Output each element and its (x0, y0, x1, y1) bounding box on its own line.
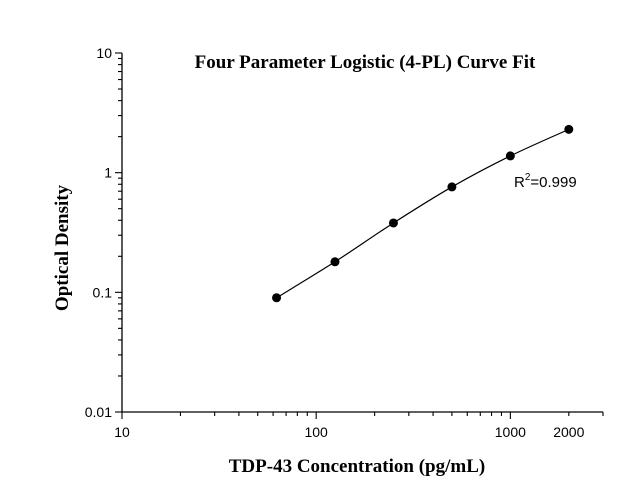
data-point (272, 293, 282, 303)
y-tick-label: 1 (104, 165, 112, 181)
data-point (447, 182, 457, 192)
r-squared-annotation: R2=0.999 (514, 172, 577, 191)
x-tick-label: 10 (114, 424, 130, 440)
ticks: 10 100 1000 2000 10 1 0.1 0.01 (85, 45, 604, 440)
y-tick-label: 0.1 (93, 284, 113, 300)
r-superscript: 2 (525, 172, 531, 183)
data-points (272, 124, 574, 303)
x-tick-label: 100 (304, 424, 328, 440)
r-symbol: R (514, 174, 525, 191)
fit-curve (276, 128, 570, 299)
x-tick-label: 1000 (495, 424, 526, 440)
x-axis-label: TDP-43 Concentration (pg/mL) (229, 456, 485, 477)
data-point (505, 151, 515, 161)
x-tick-label: 2000 (553, 424, 584, 440)
data-point (388, 218, 398, 228)
axes (121, 53, 603, 413)
data-point (564, 124, 574, 134)
chart-title: Four Parameter Logistic (4-PL) Curve Fit (195, 52, 536, 73)
r-squared-value: =0.999 (530, 174, 576, 191)
y-tick-label: 10 (96, 45, 112, 61)
y-axis-label: Optical Density (52, 184, 73, 311)
data-point (330, 257, 340, 267)
y-tick-label: 0.01 (85, 404, 112, 420)
